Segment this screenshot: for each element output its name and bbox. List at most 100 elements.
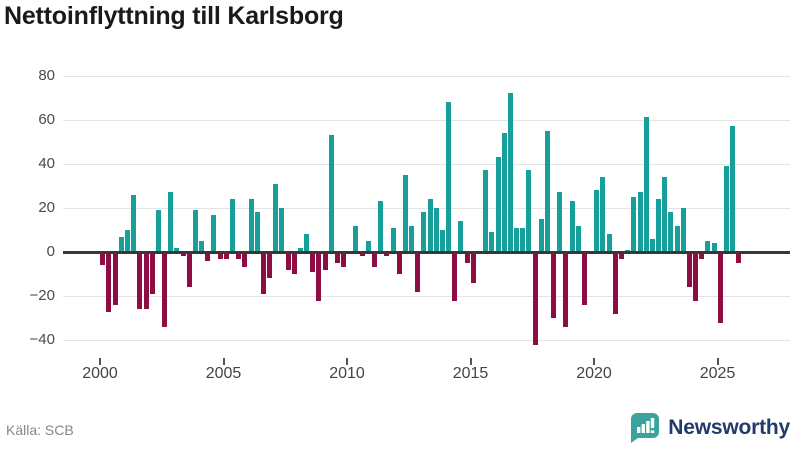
bar-2003q1: [174, 247, 180, 252]
bar-2020q2: [600, 177, 606, 252]
bar-2012q1: [396, 252, 402, 275]
y-tick-label: −20: [29, 287, 55, 305]
bar-2008q4: [316, 252, 322, 301]
newsworthy-logo: Newsworthy: [630, 412, 790, 443]
bar-2000q3: [112, 252, 118, 305]
bar-2008q1: [297, 247, 303, 252]
bar-2022q4: [662, 177, 668, 252]
bar-2023q1: [668, 212, 674, 252]
bar-2004q3: [211, 214, 217, 252]
bar-2017q1: [520, 227, 526, 252]
source-caption: Källa: SCB: [6, 422, 74, 438]
gridline: [63, 340, 790, 342]
bar-2007q1: [273, 183, 279, 252]
bar-2004q4: [217, 252, 223, 259]
bar-2025q2: [723, 166, 729, 252]
bar-2005q1: [223, 252, 229, 259]
bar-2016q2: [501, 132, 507, 252]
bar-2023q2: [674, 225, 680, 252]
bar-2003q3: [186, 252, 192, 288]
x-tick-label: 2000: [82, 365, 118, 382]
bar-2004q1: [199, 240, 205, 252]
chart-title: Nettoinflyttning till Karlsborg: [4, 2, 344, 30]
bar-2016q4: [514, 227, 520, 252]
bar-2020q3: [606, 234, 612, 252]
bar-2018q1: [544, 130, 550, 252]
bar-2024q4: [711, 243, 717, 252]
bar-2006q1: [248, 199, 254, 252]
bar-2024q3: [705, 240, 711, 252]
gridline: [63, 207, 790, 209]
bar-2002q1: [149, 252, 155, 294]
bar-2001q1: [125, 229, 130, 252]
x-tick-label: 2010: [329, 365, 365, 382]
bar-2011q2: [378, 201, 384, 252]
bar-2025q3: [730, 126, 736, 252]
bar-2008q3: [310, 252, 316, 272]
bar-2014q2: [452, 252, 458, 301]
bar-2015q1: [470, 252, 476, 283]
bar-2003q2: [180, 252, 186, 257]
bar-2000q2: [106, 252, 112, 312]
bar-2022q3: [656, 199, 662, 252]
bar-2005q3: [236, 252, 242, 259]
gridline: [63, 75, 790, 77]
bar-2013q3: [433, 207, 439, 252]
bar-2007q4: [291, 252, 297, 275]
y-tick-label: 20: [38, 198, 55, 216]
x-tick: [99, 358, 101, 365]
bar-2013q4: [439, 229, 445, 252]
bar-2005q2: [229, 199, 235, 252]
bar-2002q3: [162, 252, 168, 327]
y-tick-label: 0: [46, 243, 55, 260]
bar-2014q4: [464, 252, 470, 264]
bar-2009q2: [328, 135, 334, 252]
bar-2003q4: [192, 210, 198, 252]
bar-2024q2: [699, 252, 705, 259]
brand-name: Newsworthy: [668, 415, 790, 439]
bar-2011q4: [390, 227, 396, 252]
gridline: [63, 119, 790, 121]
bar-2022q1: [643, 117, 649, 252]
bar-2021q1: [619, 252, 624, 259]
bar-2020q1: [594, 190, 600, 252]
bar-2000q4: [118, 236, 124, 252]
bar-2018q2: [551, 252, 557, 319]
bar-2005q4: [242, 252, 248, 268]
bar-2017q4: [538, 218, 544, 252]
bar-2009q3: [334, 252, 340, 264]
bar-2025q1: [717, 252, 723, 323]
x-tick-label: 2020: [576, 365, 612, 382]
bar-2000q1: [100, 252, 106, 266]
zero-axis-line: [63, 250, 790, 254]
gridline: [63, 296, 790, 298]
bar-2024q1: [693, 252, 699, 301]
bar-2011q1: [372, 252, 377, 268]
bar-2015q4: [489, 232, 495, 252]
bar-2007q2: [279, 207, 285, 252]
bar-2009q4: [341, 252, 347, 268]
bar-2017q3: [532, 252, 538, 345]
bar-2007q3: [285, 252, 291, 270]
bar-2006q4: [267, 252, 273, 279]
bar-2002q2: [155, 210, 161, 252]
y-tick-label: −40: [29, 331, 55, 349]
x-tick: [593, 358, 595, 365]
bar-2012q2: [402, 174, 408, 252]
bar-2023q3: [680, 207, 686, 252]
bar-2013q2: [427, 199, 433, 252]
bar-2021q3: [631, 196, 637, 252]
y-tick-label: 60: [38, 110, 55, 128]
bar-2009q1: [322, 252, 328, 270]
x-tick-label: 2005: [205, 365, 242, 382]
bar-2008q2: [304, 234, 310, 252]
bar-2020q4: [612, 252, 618, 314]
bar-2002q4: [168, 192, 174, 252]
bar-2006q2: [254, 212, 260, 252]
bar-2023q4: [686, 252, 692, 288]
bar-2019q2: [575, 225, 581, 252]
x-tick: [346, 358, 348, 365]
bar-2010q2: [353, 225, 359, 252]
